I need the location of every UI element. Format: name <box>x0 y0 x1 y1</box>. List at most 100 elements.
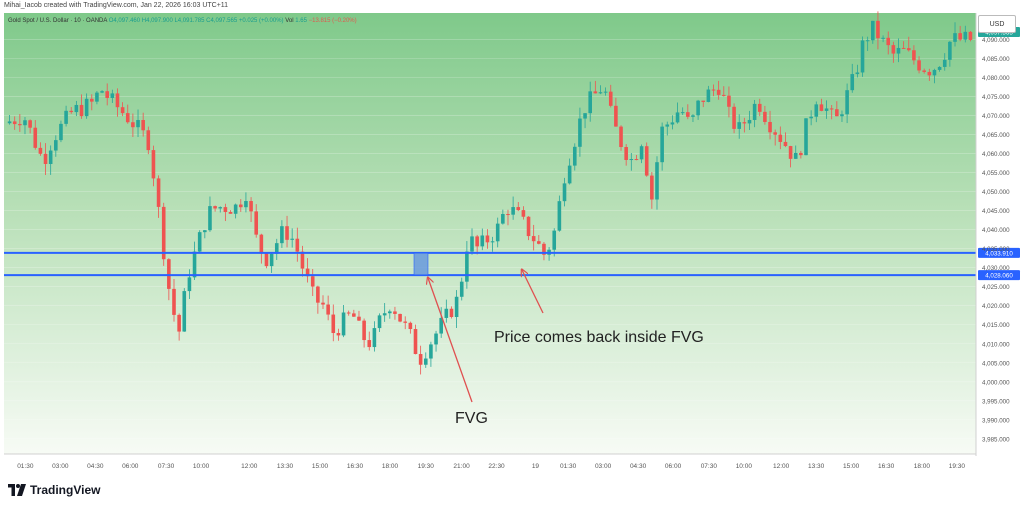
candle-body <box>701 100 706 102</box>
y-tick-label: 4,000.000 <box>982 379 1010 386</box>
candle-body <box>74 104 79 113</box>
candle-body <box>105 91 109 98</box>
candle-body <box>948 41 952 60</box>
symbol-legend: Gold Spot / U.S. Dollar · 10 · OANDA O4,… <box>8 18 357 24</box>
candle-body <box>531 236 536 242</box>
candle-body <box>264 253 269 267</box>
candle-body <box>28 120 32 128</box>
fvg-arrow <box>428 278 473 403</box>
fvg-level-label: 4,028.060 <box>985 273 1013 280</box>
candle-body <box>809 116 813 119</box>
y-tick-label: 4,090.000 <box>982 37 1010 44</box>
fvg-level-tag <box>978 247 1020 258</box>
candle-body <box>747 119 752 124</box>
change-value: +0.025 (+0.00%) <box>238 18 284 24</box>
candle-body <box>819 104 824 111</box>
x-tick-label: 01:30 <box>17 463 34 470</box>
candle-body <box>197 232 202 252</box>
candle-body <box>480 235 485 247</box>
y-tick-label: 4,005.000 <box>982 360 1010 367</box>
volume-change: −13.815 (−0.20%) <box>308 18 357 24</box>
candle-body <box>696 100 700 116</box>
candle-body <box>896 47 901 54</box>
x-tick-label: 10:00 <box>736 463 753 470</box>
x-tick-label: 12:00 <box>241 463 258 470</box>
candle-body <box>223 207 228 213</box>
levels: 4,033.910 4,028.060 4,097.565 <box>4 27 1020 281</box>
y-tick-label: 4,085.000 <box>982 56 1010 63</box>
x-tick-label: 13:30 <box>808 463 825 470</box>
candle-body <box>459 281 464 297</box>
candle-body <box>115 93 120 108</box>
low-value: L4,091.785 <box>174 18 205 24</box>
candle-body <box>238 204 243 208</box>
x-tick-label: 19:30 <box>949 463 966 470</box>
x-tick-label: 06:00 <box>122 463 139 470</box>
candle-body <box>388 311 392 314</box>
candle-body <box>824 108 829 111</box>
candle-body <box>912 50 916 61</box>
candle-body <box>444 308 449 318</box>
candle-body <box>377 315 382 329</box>
candle-body <box>588 91 592 114</box>
candle-body <box>552 230 557 250</box>
candle-body <box>38 147 43 154</box>
candle-body <box>593 91 598 94</box>
candle-body <box>326 304 330 315</box>
candle-body <box>506 214 510 216</box>
candle-body <box>752 103 757 120</box>
candle-body <box>413 329 418 355</box>
candle-body <box>321 302 325 305</box>
candle-body <box>963 31 968 40</box>
candle-body <box>603 91 608 93</box>
candle-body <box>59 123 63 141</box>
x-tick-label: 12:00 <box>773 463 790 470</box>
candle-body <box>619 126 623 148</box>
candle-body <box>737 122 742 129</box>
candle-body <box>763 111 767 122</box>
candle-body <box>18 124 22 126</box>
y-tick-label: 3,990.000 <box>982 417 1010 424</box>
x-tick-label: 19:30 <box>418 463 435 470</box>
tradingview-brand[interactable]: TradingView <box>8 483 100 497</box>
candle-body <box>583 113 587 119</box>
x-axis: 01:30 03:00 04:30 06:00 07:30 10:00 12:00 13:30… <box>4 453 976 470</box>
candle-body <box>89 98 94 102</box>
candle-body <box>300 251 305 269</box>
candle-body <box>33 127 38 148</box>
annotations: FVG Price comes back inside FVG <box>413 252 704 427</box>
x-tick-label: 04:30 <box>630 463 647 470</box>
candle-body <box>521 210 526 217</box>
candle-body <box>675 112 680 123</box>
candle-body <box>865 40 870 42</box>
candle-body <box>434 333 438 345</box>
candle-body <box>346 312 351 314</box>
candle-body <box>269 253 274 267</box>
x-tick-label: 04:30 <box>87 463 104 470</box>
x-tick-label: 07:30 <box>701 463 718 470</box>
candle-body <box>475 236 479 247</box>
high-value: H4,097.900 <box>141 18 173 24</box>
candle-body <box>711 89 716 91</box>
candle-body <box>485 235 490 243</box>
candles <box>7 11 973 375</box>
candle-body <box>968 31 973 40</box>
candle-body <box>788 146 793 159</box>
candle-body <box>95 92 99 102</box>
x-tick-label: 03:00 <box>595 463 612 470</box>
y-tick-label: 4,010.000 <box>982 341 1010 348</box>
candle-body <box>259 234 264 254</box>
candle-body <box>871 20 875 41</box>
y-tick-label: 3,995.000 <box>982 398 1010 405</box>
candle-body <box>829 108 834 110</box>
candle-body <box>177 314 181 332</box>
candle-body <box>650 175 654 200</box>
candle-body <box>727 95 731 107</box>
currency-button[interactable]: USD <box>978 15 1016 33</box>
candle-body <box>516 207 521 211</box>
candle-body <box>151 150 156 179</box>
candle-body <box>408 322 413 330</box>
x-tick-label: 01:30 <box>560 463 577 470</box>
candle-body <box>927 71 932 76</box>
